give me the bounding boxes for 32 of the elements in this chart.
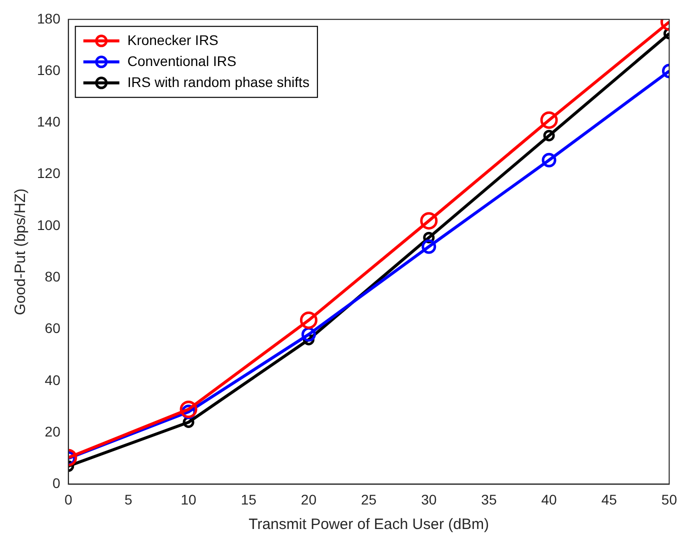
y-tick-label: 80 <box>44 268 61 284</box>
x-tick-label: 50 <box>661 491 678 508</box>
point <box>543 130 555 142</box>
y-tick-label: 60 <box>44 320 61 336</box>
x-tick-label: 0 <box>64 491 72 508</box>
y-tick-label: 160 <box>37 62 61 78</box>
x-tick-label: 15 <box>240 491 257 508</box>
point <box>542 152 556 168</box>
x-tick-label: 35 <box>481 491 497 508</box>
x-tick-label: 5 <box>124 491 133 508</box>
point <box>540 111 558 129</box>
y-tick-label: 180 <box>37 10 61 26</box>
point <box>422 239 436 254</box>
point <box>300 311 318 329</box>
y-axis-title: Good-Put (bps/HZ) <box>12 188 30 316</box>
x-tick-label: 10 <box>180 491 197 508</box>
legend-label: Kronecker IRS <box>127 32 218 48</box>
x-axis-title: Transmit Power of Each User (dBm) <box>248 516 489 534</box>
legend-label: IRS with random phase shifts <box>127 74 310 90</box>
y-tick-label: 20 <box>44 423 61 440</box>
y-tick-label: 0 <box>52 475 61 492</box>
point <box>420 212 438 230</box>
y-tick-label: 100 <box>37 216 61 233</box>
x-tick-label: 20 <box>300 491 317 508</box>
x-tick-label: 30 <box>421 491 437 508</box>
x-tick-label: 45 <box>601 491 618 508</box>
legend-label: Conventional IRS <box>127 52 236 69</box>
x-tick-label: 40 <box>541 491 558 508</box>
y-tick-label: 40 <box>44 372 61 388</box>
y-tick-label: 140 <box>37 114 61 130</box>
y-tick-label: 120 <box>37 165 61 182</box>
x-tick-label: 25 <box>360 491 377 508</box>
